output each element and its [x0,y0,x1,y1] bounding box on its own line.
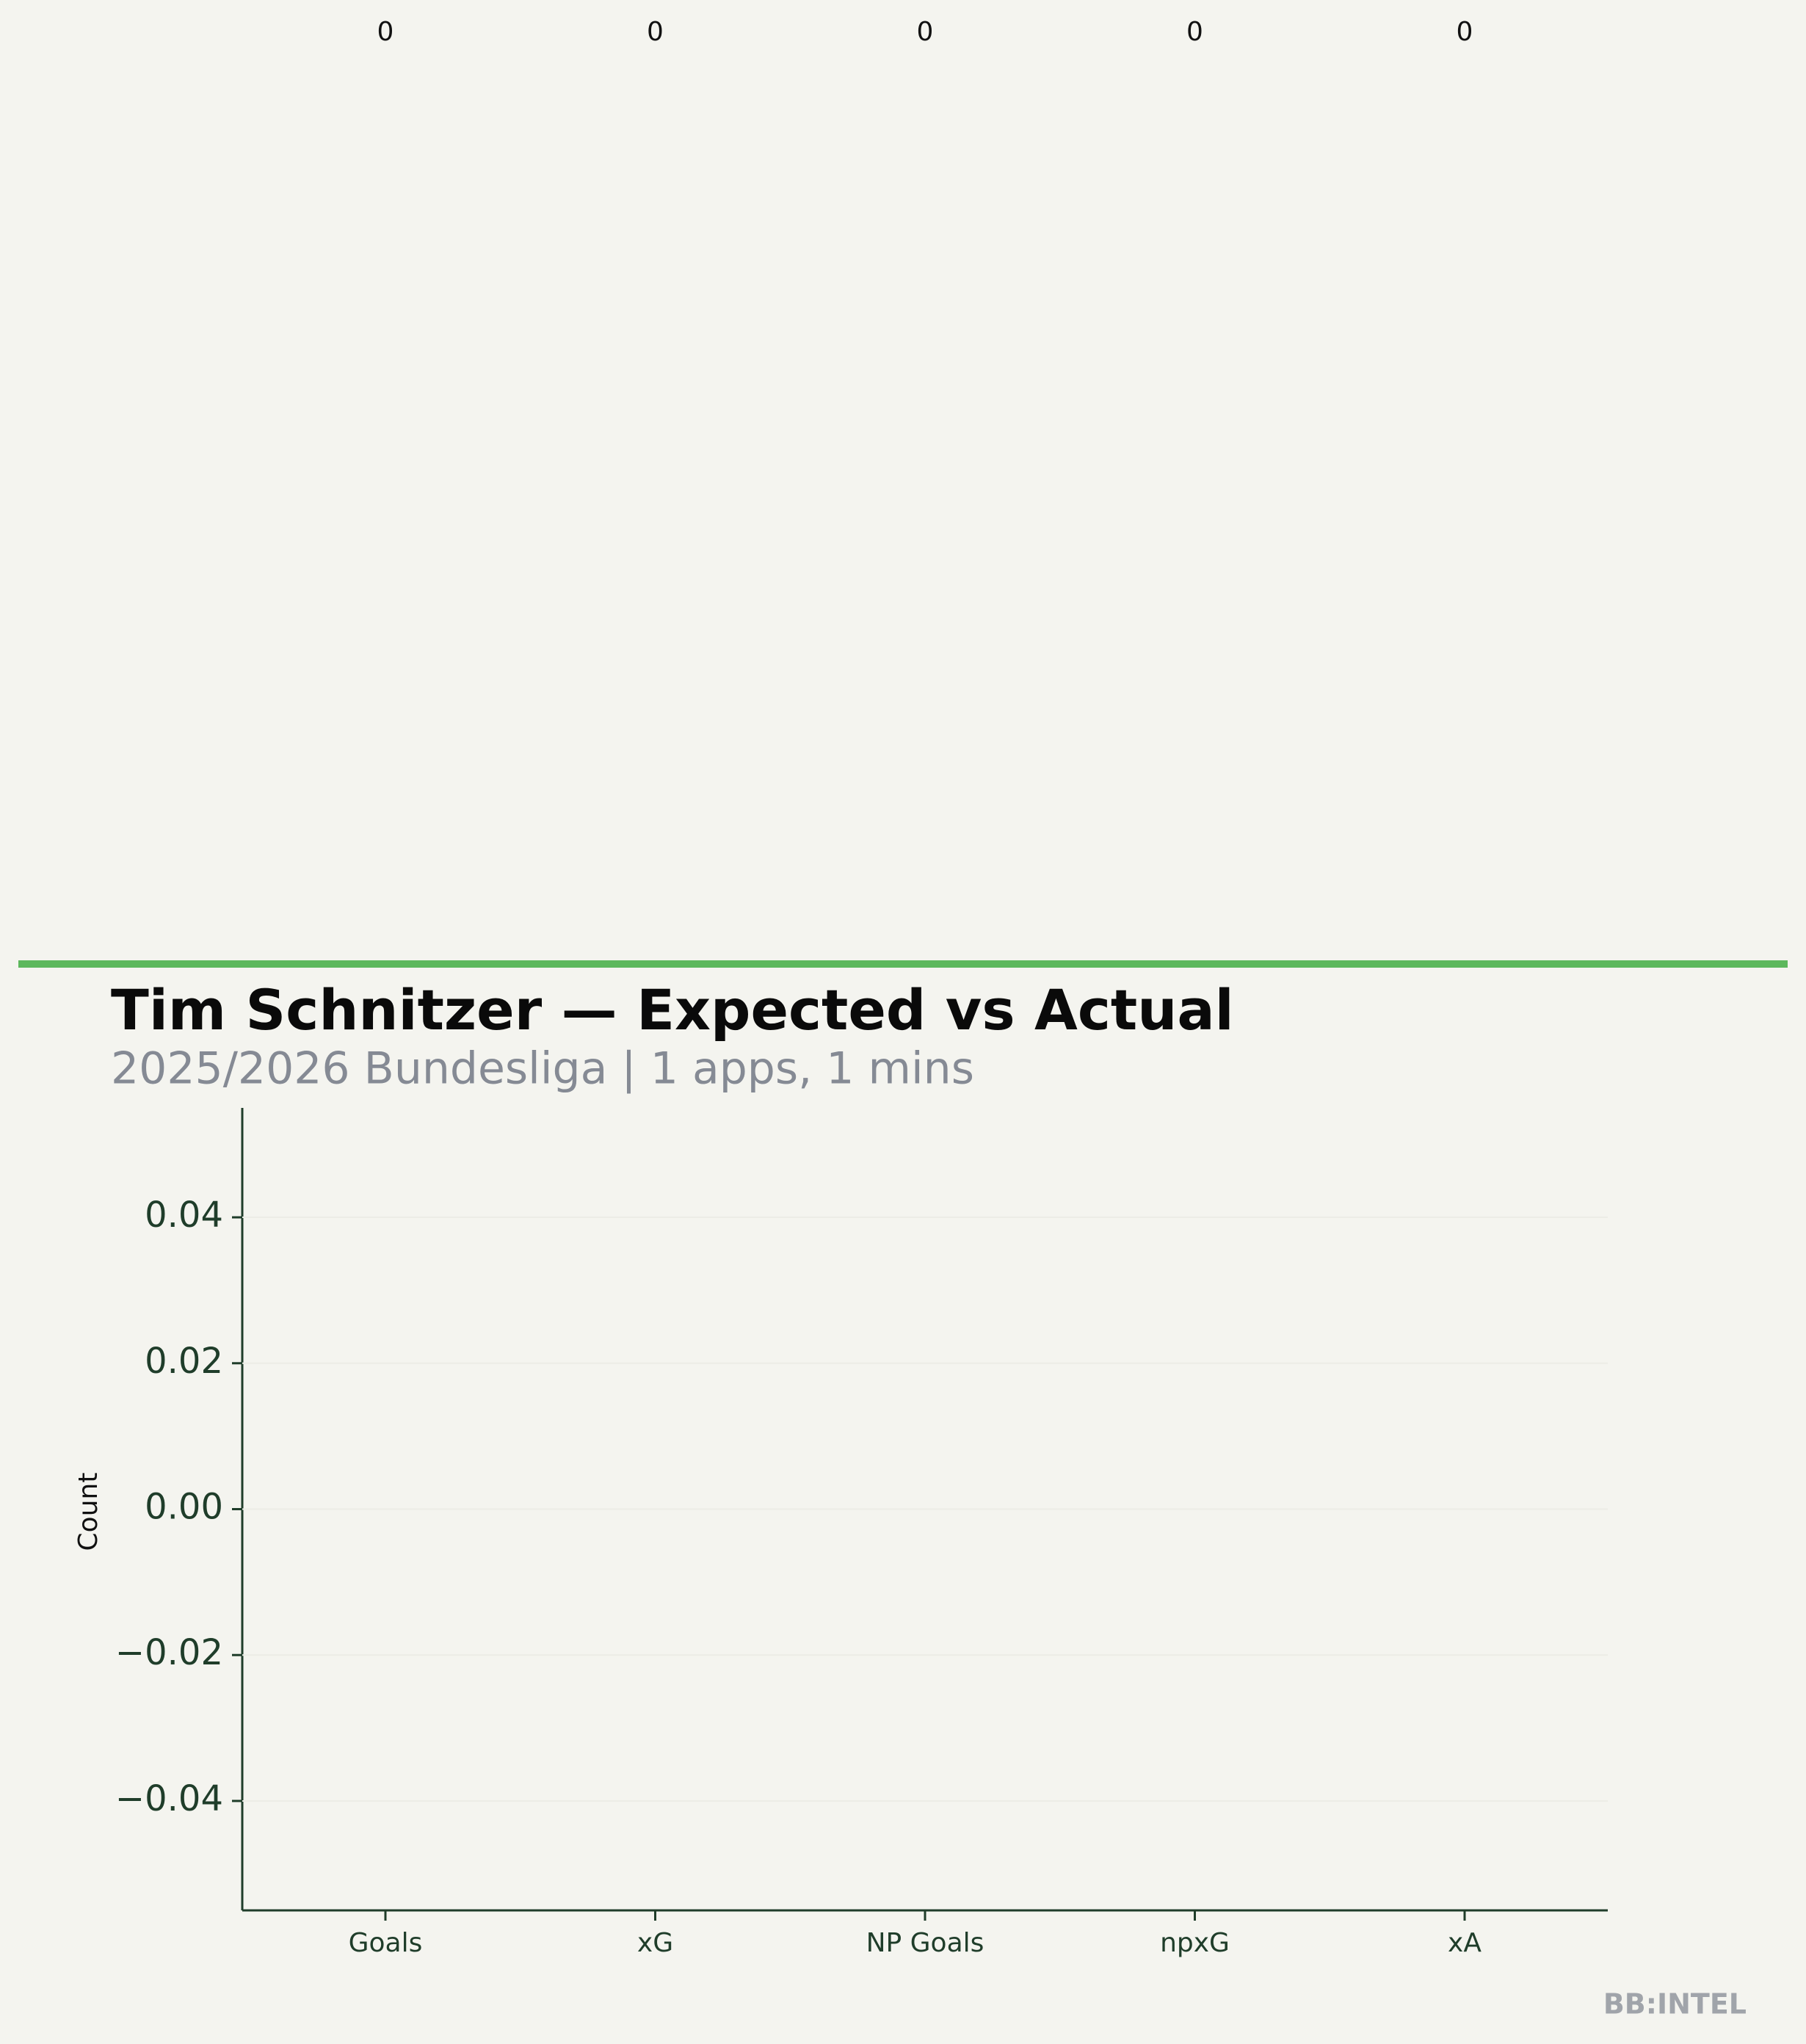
chart-title: Tim Schnitzer — Expected vs Actual [111,977,1234,1043]
y-tick-label: 0.04 [145,1195,223,1236]
y-tick-label: 0.02 [145,1341,223,1382]
watermark: BB:INTEL [1603,1988,1747,2021]
value-label: 0 [917,17,934,47]
value-label: 0 [1457,17,1473,47]
x-tick-label: xG [637,1928,673,1958]
value-label: 0 [1186,17,1203,47]
chart-subtitle: 2025/2026 Bundesliga | 1 apps, 1 mins [111,1043,974,1095]
x-tick-label: xA [1448,1928,1482,1958]
divider [18,960,1788,968]
y-tick-label: 0.00 [145,1487,223,1528]
value-label: 0 [647,17,664,47]
y-tick-label: −0.02 [115,1632,223,1673]
y-tick-label: −0.04 [115,1778,223,1819]
x-tick-label: Goals [349,1928,423,1958]
x-tick-label: npxG [1160,1928,1230,1958]
x-tick-label: NP Goals [866,1928,984,1958]
value-label: 0 [377,17,394,47]
y-axis-label: Count [73,1473,104,1551]
